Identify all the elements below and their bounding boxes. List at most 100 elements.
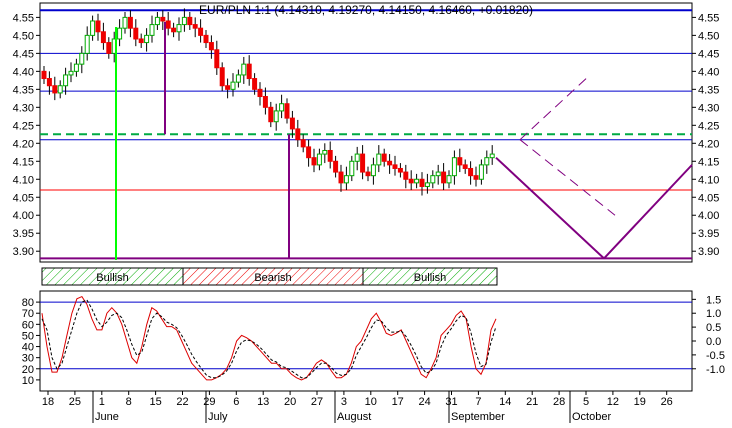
segment-bullish <box>362 267 498 286</box>
candle-up <box>322 149 328 155</box>
candle-down <box>127 16 133 29</box>
y-tick-label-right: 3.95 <box>698 228 719 240</box>
candle-down <box>365 171 371 177</box>
channel-lower-dashed <box>519 139 616 216</box>
y-tick-label-left: 3.90 <box>13 246 34 258</box>
candle-up <box>430 175 436 184</box>
osc-tick-label-left: 20 <box>22 364 34 376</box>
osc-tick-label-right: -1.0 <box>706 364 725 376</box>
month-label: October <box>572 411 611 423</box>
segment-label: Bearish <box>254 272 291 284</box>
candle-down <box>300 139 306 148</box>
x-tick-label: 31 <box>445 396 457 408</box>
candle-down <box>338 171 344 184</box>
y-tick-label-right: 3.90 <box>698 246 719 258</box>
candle-down <box>171 27 177 33</box>
y-tick-label-left: 4.25 <box>13 120 34 132</box>
y-tick-label-right: 4.45 <box>698 48 719 60</box>
y-tick-label-right: 4.40 <box>698 66 719 78</box>
candle-down <box>306 146 312 159</box>
y-tick-label-left: 4.30 <box>13 102 34 114</box>
x-tick-label: 22 <box>176 396 188 408</box>
projection-up-line <box>603 164 693 260</box>
candle-up <box>414 178 420 184</box>
x-tick-label: 1 <box>99 396 105 408</box>
y-tick-label-left: 3.95 <box>13 228 34 240</box>
candle-up <box>154 16 160 26</box>
candle-down <box>46 78 52 87</box>
candle-down <box>100 31 106 44</box>
candle-up <box>316 153 322 166</box>
month-label: June <box>95 411 119 423</box>
candle-down <box>214 49 220 69</box>
candle-down <box>289 117 295 130</box>
candle-up <box>144 34 150 44</box>
osc-tick-label-right: 0.0 <box>706 336 721 348</box>
candle-up <box>435 171 441 177</box>
osc-tick-label-left: 30 <box>22 353 34 365</box>
chart-title: EUR/PLN 1:1 (4.14310, 4.19270, 4.14150, … <box>199 3 533 17</box>
candle-down <box>187 16 193 26</box>
candle-up <box>241 63 247 76</box>
candle-down <box>387 160 393 166</box>
candle-down <box>160 16 166 22</box>
candle-up <box>279 103 285 112</box>
candle-up <box>73 63 79 72</box>
oscillator-signal-line <box>41 299 497 379</box>
x-tick-label: 28 <box>553 396 565 408</box>
osc-tick-label-right: 0.5 <box>706 322 721 334</box>
candle-up <box>478 164 484 180</box>
y-tick-label-right: 4.00 <box>698 210 719 222</box>
candle-up <box>273 110 279 123</box>
x-tick-label: 6 <box>233 396 239 408</box>
candle-down <box>257 88 263 98</box>
y-tick-label-right: 4.35 <box>698 84 719 96</box>
candle-down <box>462 164 468 169</box>
candle-up <box>176 24 182 33</box>
candle-up <box>90 20 96 36</box>
candle-down <box>106 42 112 54</box>
candle-down <box>333 160 339 173</box>
x-tick-label: 17 <box>392 396 404 408</box>
candle-up <box>370 164 376 177</box>
x-tick-label: 13 <box>257 396 269 408</box>
y-tick-label-right: 4.50 <box>698 30 719 42</box>
osc-tick-label-right: -0.5 <box>706 350 725 362</box>
y-tick-label-left: 4.15 <box>13 156 34 168</box>
candle-up <box>117 27 123 40</box>
candle-down <box>52 85 58 94</box>
candle-up <box>354 153 360 162</box>
candle-down <box>95 20 101 33</box>
candle-down <box>198 27 204 36</box>
x-tick-label: 3 <box>341 396 347 408</box>
segment-label: Bullish <box>96 272 128 284</box>
candle-down <box>41 70 47 80</box>
candle-down <box>133 27 139 40</box>
candle-down <box>392 164 398 169</box>
candle-down <box>457 157 463 166</box>
osc-tick-label-right: 1.0 <box>706 308 721 320</box>
y-tick-label-left: 4.40 <box>13 66 34 78</box>
candle-down <box>165 20 171 29</box>
y-tick-label-right: 4.55 <box>698 12 719 24</box>
oscillator-panel-frame <box>39 290 693 392</box>
candle-down <box>295 128 301 141</box>
candle-down <box>252 78 258 90</box>
candle-up <box>349 160 355 177</box>
osc-tick-label-left: 10 <box>22 375 34 387</box>
candle-down <box>262 96 268 108</box>
y-tick-label-right: 4.25 <box>698 120 719 132</box>
month-label: September <box>451 411 505 423</box>
x-tick-label: 20 <box>284 396 296 408</box>
osc-tick-label-left: 40 <box>22 342 34 354</box>
x-tick-label: 27 <box>311 396 323 408</box>
candle-up <box>230 81 236 90</box>
y-tick-label-left: 4.20 <box>13 138 34 150</box>
candle-down <box>246 63 252 80</box>
candle-down <box>192 24 198 29</box>
candle-down <box>468 167 474 177</box>
month-label: August <box>337 411 371 423</box>
x-tick-label: 14 <box>499 396 511 408</box>
x-tick-label: 26 <box>661 396 673 408</box>
candle-up <box>446 175 452 184</box>
